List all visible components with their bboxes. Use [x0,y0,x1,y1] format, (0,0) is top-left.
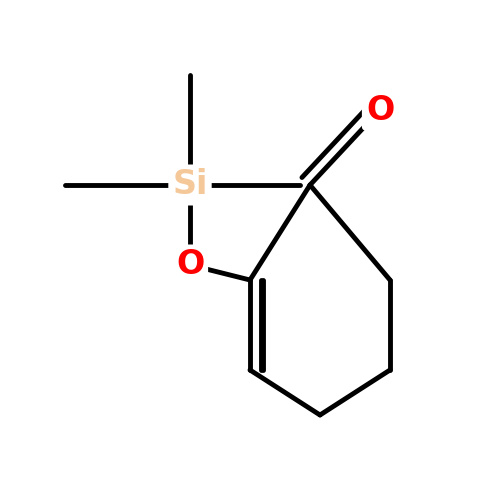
Text: O: O [176,248,204,282]
Text: Si: Si [172,168,208,202]
Text: O: O [366,94,394,126]
